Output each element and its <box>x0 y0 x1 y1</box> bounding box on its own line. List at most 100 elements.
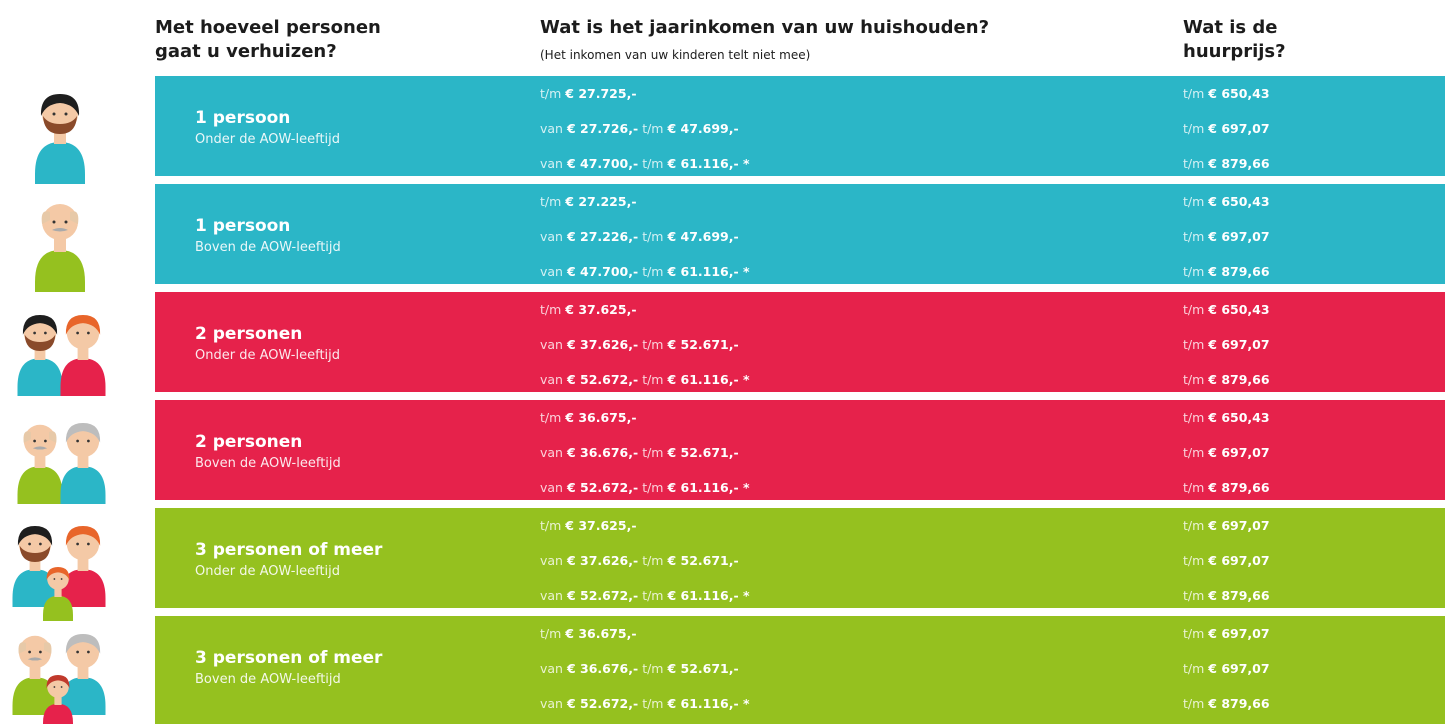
rent-line-part: t/m <box>1183 372 1204 387</box>
income-line: t/m € 36.675,- <box>540 626 637 641</box>
rent-line-part: € 879,66 <box>1208 696 1269 711</box>
income-line-part: € 47.700,- <box>567 264 638 279</box>
income-line-part: € 47.700,- <box>567 156 638 171</box>
rent-line-part: € 697,07 <box>1208 661 1269 676</box>
rent-line-part: t/m <box>1183 86 1204 101</box>
income-line-part: van <box>540 696 563 711</box>
income-line-part: € 27.225,- <box>565 194 636 209</box>
rent-line-part: € 697,07 <box>1208 229 1269 244</box>
income-line-part: van <box>540 121 563 136</box>
rent-line-part: t/m <box>1183 553 1204 568</box>
rent-line-part: € 650,43 <box>1208 86 1269 101</box>
income-line-part: € 52.671,- <box>667 661 738 676</box>
income-line-part: t/m <box>540 518 561 533</box>
rent-line: t/m € 650,43 <box>1183 302 1270 317</box>
rent-line: t/m € 879,66 <box>1183 372 1270 387</box>
income-line-part: t/m <box>540 194 561 209</box>
rent-line: t/m € 697,07 <box>1183 337 1270 352</box>
rent-line: t/m € 697,07 <box>1183 229 1270 244</box>
income-line: t/m € 27.225,- <box>540 194 637 209</box>
avatar <box>5 72 155 182</box>
rent-line-part: € 697,07 <box>1208 121 1269 136</box>
income-line: van € 52.672,- t/m € 61.116,- * <box>540 480 750 495</box>
page: Met hoeveel personen gaat u verhuizen? W… <box>0 0 1445 724</box>
rent-line-part: t/m <box>1183 156 1204 171</box>
income-line-part: t/m <box>642 337 663 352</box>
income-line-part: € 61.116,- * <box>667 156 749 171</box>
income-line-part: € 61.116,- * <box>667 588 749 603</box>
row-subtitle: Boven de AOW-leeftijd <box>195 240 341 255</box>
rent-line: t/m € 650,43 <box>1183 194 1270 209</box>
income-line-part: € 52.672,- <box>567 372 638 387</box>
income-line-part: € 37.626,- <box>567 337 638 352</box>
income-line-part: t/m <box>642 553 663 568</box>
income-line: van € 37.626,- t/m € 52.671,- <box>540 337 739 352</box>
income-line-part: € 36.675,- <box>565 410 636 425</box>
row-subtitle: Onder de AOW-leeftijd <box>195 348 340 363</box>
rent-line-part: t/m <box>1183 229 1204 244</box>
rent-line-part: t/m <box>1183 696 1204 711</box>
income-line-part: t/m <box>642 588 663 603</box>
rent-line-part: € 697,07 <box>1208 553 1269 568</box>
rent-line: t/m € 697,07 <box>1183 518 1270 533</box>
persons-header: Met hoeveel personen gaat u verhuizen? <box>155 16 415 64</box>
income-line-part: t/m <box>642 264 663 279</box>
income-line-part: van <box>540 480 563 495</box>
rent-line-part: t/m <box>1183 518 1204 533</box>
income-line: van € 27.226,- t/m € 47.699,- <box>540 229 739 244</box>
rent-line: t/m € 697,07 <box>1183 626 1270 641</box>
income-line: van € 36.676,- t/m € 52.671,- <box>540 445 739 460</box>
row-title: 2 personen <box>195 432 302 452</box>
income-line-part: t/m <box>642 696 663 711</box>
income-line-part: van <box>540 588 563 603</box>
rent-line: t/m € 697,07 <box>1183 121 1270 136</box>
income-line-part: € 61.116,- * <box>667 480 749 495</box>
income-line-part: € 52.671,- <box>667 445 738 460</box>
income-line: t/m € 37.625,- <box>540 302 637 317</box>
income-line-part: € 37.625,- <box>565 518 636 533</box>
rent-line-part: t/m <box>1183 480 1204 495</box>
avatar <box>5 612 155 722</box>
income-line: van € 52.672,- t/m € 61.116,- * <box>540 696 750 711</box>
rent-line-part: t/m <box>1183 121 1204 136</box>
row-subtitle: Onder de AOW-leeftijd <box>195 564 340 579</box>
income-line-part: € 52.672,- <box>567 588 638 603</box>
rent-line-part: t/m <box>1183 410 1204 425</box>
rent-line-part: t/m <box>1183 445 1204 460</box>
income-line-part: t/m <box>540 626 561 641</box>
income-note: (Het inkomen van uw kinderen telt niet m… <box>540 48 810 62</box>
income-header: Wat is het jaarinkomen van uw huishouden… <box>540 16 1100 40</box>
row-title: 3 personen of meer <box>195 648 382 668</box>
rent-line: t/m € 697,07 <box>1183 553 1270 568</box>
income-line: van € 47.700,- t/m € 61.116,- * <box>540 156 750 171</box>
income-line: van € 37.626,- t/m € 52.671,- <box>540 553 739 568</box>
rent-line-part: € 697,07 <box>1208 518 1269 533</box>
income-line-part: € 36.675,- <box>565 626 636 641</box>
income-line-part: t/m <box>540 410 561 425</box>
income-line-part: t/m <box>642 661 663 676</box>
rent-line-part: t/m <box>1183 626 1204 641</box>
row-title: 1 persoon <box>195 216 290 236</box>
row-subtitle: Boven de AOW-leeftijd <box>195 672 341 687</box>
rent-line: t/m € 879,66 <box>1183 480 1270 495</box>
income-line-part: € 52.672,- <box>567 696 638 711</box>
income-line-part: € 27.725,- <box>565 86 636 101</box>
rent-line-part: € 697,07 <box>1208 337 1269 352</box>
row-title: 1 persoon <box>195 108 290 128</box>
avatar <box>5 504 155 614</box>
income-line-part: € 52.671,- <box>667 553 738 568</box>
income-line-part: € 36.676,- <box>567 445 638 460</box>
rent-line-part: t/m <box>1183 661 1204 676</box>
rent-line-part: € 650,43 <box>1208 194 1269 209</box>
income-line-part: € 61.116,- * <box>667 696 749 711</box>
income-line-part: van <box>540 445 563 460</box>
income-line: t/m € 27.725,- <box>540 86 637 101</box>
rent-line-part: € 879,66 <box>1208 372 1269 387</box>
income-line-part: € 36.676,- <box>567 661 638 676</box>
rent-line: t/m € 879,66 <box>1183 156 1270 171</box>
rent-line-part: t/m <box>1183 194 1204 209</box>
